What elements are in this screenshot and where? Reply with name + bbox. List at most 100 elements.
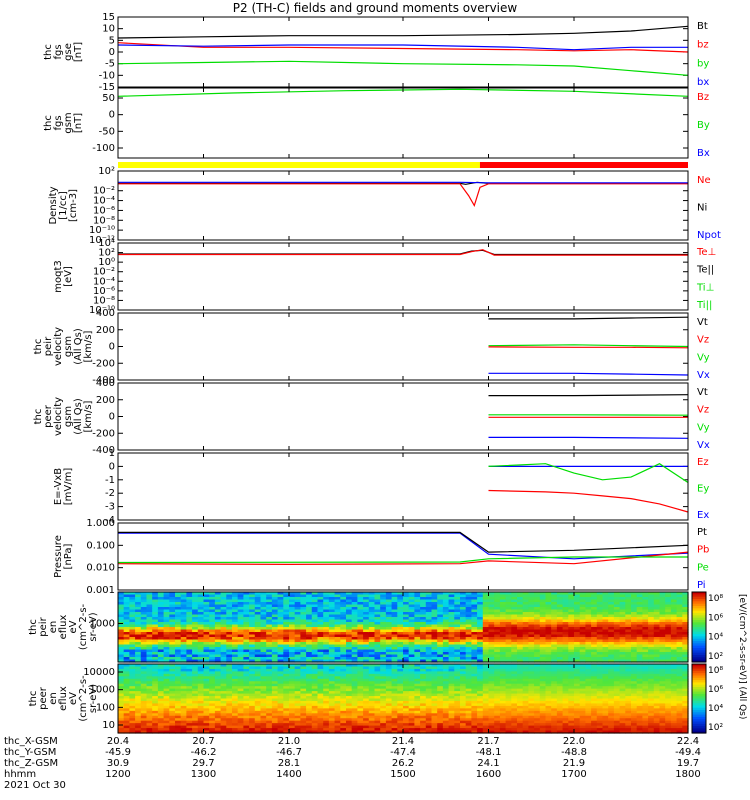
y-axis-label: [mV/m]: [63, 468, 74, 506]
legend-entry: Vz: [697, 405, 709, 416]
heatmap-cells: [118, 664, 689, 734]
legend-entry: Vy: [697, 352, 710, 363]
panel-frame: [117, 87, 689, 159]
panel-frame: [117, 242, 689, 311]
y-axis-label: [cm-3]: [68, 189, 79, 222]
y-axis-label: (All Qs): [73, 398, 84, 435]
legend-entry: Vt: [697, 317, 708, 328]
colorbar-tick-label: 10⁴: [708, 633, 723, 643]
y-tick-label: -3: [105, 502, 115, 513]
y-axis-label: gsm: [63, 336, 74, 357]
legend-entry: Pb: [697, 545, 709, 556]
series-line-Te||: [118, 249, 688, 256]
x-row-value: -45.9: [105, 747, 131, 758]
y-tick-label: 0: [109, 412, 115, 423]
x-row-label: thc_X-GSM: [4, 736, 58, 747]
panel-temperature: [117, 242, 689, 311]
x-row-value: 1700: [561, 769, 586, 780]
y-axis-label: peir: [38, 616, 49, 636]
y-tick-label: 1000: [90, 619, 115, 630]
colorbar-tick-label: 10⁸: [708, 666, 723, 676]
series-line-bz: [117, 42, 689, 53]
colorbar-frame: [691, 591, 707, 663]
panel-peer-eflux: [117, 663, 707, 734]
y-axis-label: eflux: [58, 615, 69, 640]
y-tick-label: 10²: [98, 248, 115, 259]
y-tick-label: -10: [99, 70, 115, 81]
y-axis-label: Density: [48, 186, 59, 224]
y-tick-label: 100: [96, 702, 115, 713]
y-tick-label: 5: [109, 35, 115, 46]
y-axis-label: fgs: [53, 44, 64, 59]
y-tick-label: -1: [105, 475, 115, 486]
series-line-Ez: [488, 489, 689, 513]
x-row-value: -46.2: [191, 747, 217, 758]
y-tick-label: -400: [92, 375, 115, 386]
legend-entry: Te||: [696, 265, 714, 276]
legend-entry: Ez: [697, 457, 709, 468]
y-axis-label: sr-eV): [88, 612, 99, 641]
legend-entry: By: [697, 120, 710, 131]
legend-entry: bz: [697, 40, 709, 51]
series-line-Te⊥: [118, 249, 688, 256]
x-row-label: thc_Z-GSM: [4, 758, 58, 769]
y-tick-label: 1000: [90, 685, 115, 696]
y-tick-label: -200: [92, 358, 115, 369]
series-line-Pe: [117, 556, 688, 564]
y-axis-label: gsm: [63, 406, 74, 427]
y-tick-label: -200: [92, 428, 115, 439]
y-axis-label: E=-VxB: [53, 468, 64, 505]
colorbar-label: [eV/(cm^2-s-sr-eV)] (All Qs): [737, 594, 747, 719]
y-tick-label: 10⁻⁴: [93, 196, 115, 207]
x-row-label: hhmm: [4, 769, 36, 780]
series-line-Pb: [117, 551, 689, 566]
y-axis-label: sr-eV): [88, 684, 99, 713]
x-row-value: 22.0: [563, 736, 585, 747]
y-axis-label: (All Qs): [73, 328, 84, 365]
y-tick-label: 15: [102, 12, 115, 23]
y-tick-label: 10⁻¹⁰: [89, 225, 115, 236]
x-row-value: 22.4: [677, 736, 699, 747]
x-axis-date: 2021 Oct 30: [4, 780, 66, 791]
y-axis-label: [nT]: [73, 42, 84, 62]
colorbar: [692, 664, 706, 734]
panel-density: [117, 170, 689, 241]
colorbar-tick-label: 10²: [708, 723, 723, 733]
y-axis-label: [1/cc]: [58, 191, 69, 220]
x-row-value: -46.7: [276, 747, 302, 758]
y-tick-label: 1: [109, 448, 115, 459]
legend-entry: Vx: [697, 440, 710, 451]
legend-entry: Pi: [697, 580, 706, 591]
y-axis-label: gsm: [63, 112, 74, 133]
y-axis-label: Pressure: [53, 535, 64, 578]
x-row-value: 20.7: [192, 736, 214, 747]
y-axis-label: eV: [68, 620, 79, 633]
legend-entry: Ti⊥: [696, 282, 714, 293]
y-tick-label: 400: [96, 308, 115, 319]
panel-peir-velocity: [117, 312, 689, 381]
y-axis-label: en: [48, 621, 59, 634]
y-axis-label: thc: [43, 115, 54, 131]
y-tick-label: 10⁻⁸: [93, 215, 115, 226]
legend-entry: Bt: [697, 21, 708, 32]
colorbar-tick-label: 10²: [708, 652, 723, 662]
x-row-value: 21.0: [278, 736, 300, 747]
y-tick-label: -50: [99, 126, 115, 137]
legend-entry: Ex: [697, 510, 709, 521]
series-line-by: [117, 60, 689, 76]
y-axis-label: eV: [68, 692, 79, 705]
x-row-value: 19.7: [677, 758, 699, 769]
page-title: P2 (TH-C) fields and ground moments over…: [232, 1, 518, 15]
y-tick-label: -5: [105, 59, 115, 70]
panel-peir-eflux: [117, 591, 707, 663]
y-tick-label: -15: [99, 82, 115, 93]
y-tick-label: 10⁻¹⁰: [89, 305, 115, 316]
y-axis-label: velocity: [53, 397, 64, 436]
y-tick-label: 1.000: [86, 518, 115, 529]
panel-fgs-gse: [117, 16, 689, 88]
x-row-value: -48.1: [476, 747, 502, 758]
panel-frame: [117, 16, 689, 88]
y-axis-label: en: [48, 692, 59, 705]
y-axis-label: thc: [28, 619, 39, 635]
y-tick-label: -400: [92, 445, 115, 456]
